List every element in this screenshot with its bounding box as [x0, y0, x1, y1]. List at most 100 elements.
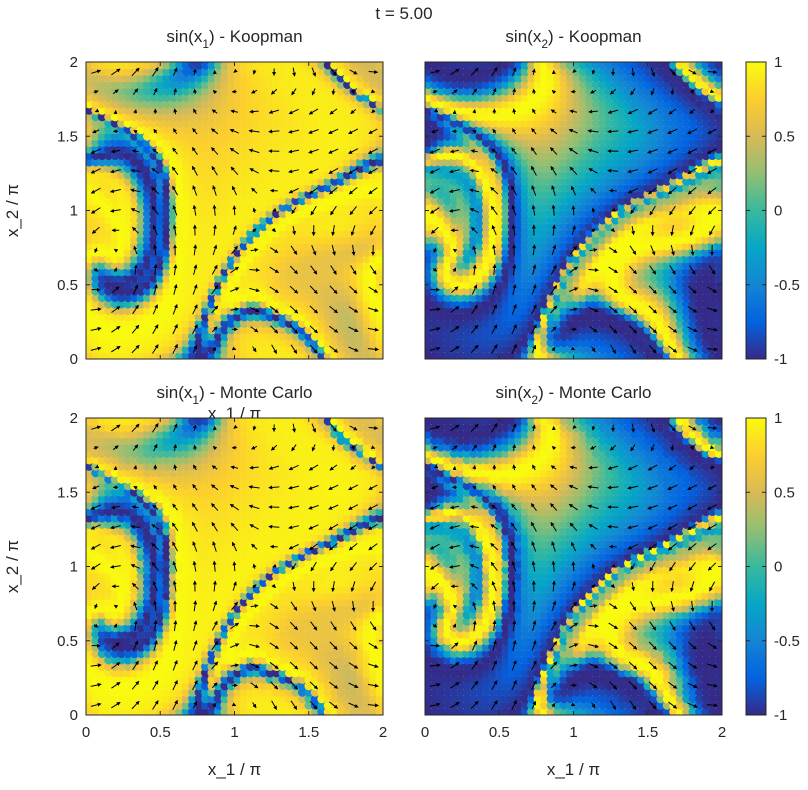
field-point	[123, 86, 133, 96]
field-point	[142, 241, 152, 251]
field-point	[97, 131, 107, 141]
field-point	[117, 241, 126, 251]
field-point	[201, 273, 210, 283]
field-point	[181, 93, 191, 102]
field-point	[104, 273, 113, 283]
field-point	[117, 190, 126, 199]
field-point	[194, 177, 204, 186]
field-point	[181, 144, 191, 154]
field-point	[149, 99, 159, 109]
field-point	[86, 235, 94, 244]
field-point	[175, 241, 185, 251]
field-point	[117, 228, 126, 238]
field-point	[201, 138, 210, 148]
field-point	[155, 286, 165, 296]
field-point	[155, 293, 165, 303]
field-point	[181, 138, 191, 148]
field-point	[136, 267, 146, 277]
field-point	[130, 151, 139, 161]
field-point	[110, 338, 120, 348]
field-point	[175, 293, 185, 303]
field-point	[181, 125, 191, 135]
field-point	[194, 228, 204, 238]
field-point	[155, 254, 165, 264]
field-point	[117, 338, 126, 348]
field-point	[86, 157, 94, 167]
field-point	[162, 273, 172, 283]
field-point	[214, 338, 223, 348]
field-point	[194, 93, 204, 102]
field-point	[149, 170, 159, 180]
field-point	[155, 112, 165, 122]
field-point	[104, 106, 113, 115]
field-point	[155, 125, 165, 135]
field-point	[207, 118, 217, 128]
field-point	[201, 73, 210, 83]
field-point	[181, 222, 191, 232]
field-point	[201, 325, 210, 335]
field-point	[181, 177, 191, 186]
field-point	[136, 286, 146, 296]
field-point	[123, 138, 133, 148]
field-point	[181, 112, 191, 122]
field-point	[201, 106, 210, 115]
field-point	[181, 267, 191, 277]
field-point	[214, 183, 223, 193]
field-point	[110, 312, 120, 322]
field-point	[162, 202, 172, 212]
field-point	[194, 254, 204, 264]
field-point	[175, 202, 185, 212]
field-point	[97, 228, 107, 238]
field-point	[155, 209, 165, 219]
field-point	[91, 261, 101, 270]
field-point	[91, 80, 101, 89]
field-point	[91, 312, 101, 322]
field-point	[149, 177, 159, 186]
field-point	[86, 293, 94, 303]
field-point	[149, 332, 159, 341]
field-point	[142, 228, 152, 238]
field-point	[201, 235, 210, 245]
field-point	[123, 306, 133, 315]
field-point	[97, 332, 107, 341]
field-point	[142, 118, 152, 128]
field-point	[175, 144, 185, 154]
field-point	[104, 267, 113, 277]
field-point	[104, 177, 113, 186]
field-point	[136, 241, 146, 251]
field-point	[123, 267, 133, 277]
field-point	[175, 131, 185, 141]
field-point	[214, 293, 223, 303]
field-point	[117, 196, 126, 206]
field-point	[104, 196, 113, 206]
field-point	[97, 319, 107, 328]
field-point	[175, 209, 185, 219]
field-point	[201, 286, 210, 296]
field-point	[110, 151, 120, 161]
field-point	[104, 157, 113, 167]
field-point	[168, 118, 178, 128]
field-point	[104, 306, 113, 315]
field-point	[97, 351, 107, 359]
field-point	[97, 177, 107, 186]
field-point	[181, 73, 191, 83]
field-point	[168, 235, 178, 245]
field-point	[162, 325, 172, 335]
field-point	[136, 332, 146, 341]
field-point	[155, 196, 165, 206]
quiver-arrow	[571, 205, 576, 216]
field-point	[188, 332, 197, 341]
field-point	[123, 73, 133, 83]
field-point	[91, 273, 101, 283]
field-point	[104, 261, 113, 270]
field-point	[201, 202, 210, 212]
field-point	[149, 157, 159, 167]
field-point	[117, 209, 126, 219]
field-point	[142, 235, 152, 245]
field-point	[110, 273, 120, 283]
field-point	[155, 138, 165, 148]
panel-title-tail: ) - Koopman	[209, 27, 303, 46]
field-point	[207, 99, 217, 109]
field-point	[188, 80, 197, 89]
field-point	[207, 190, 217, 199]
